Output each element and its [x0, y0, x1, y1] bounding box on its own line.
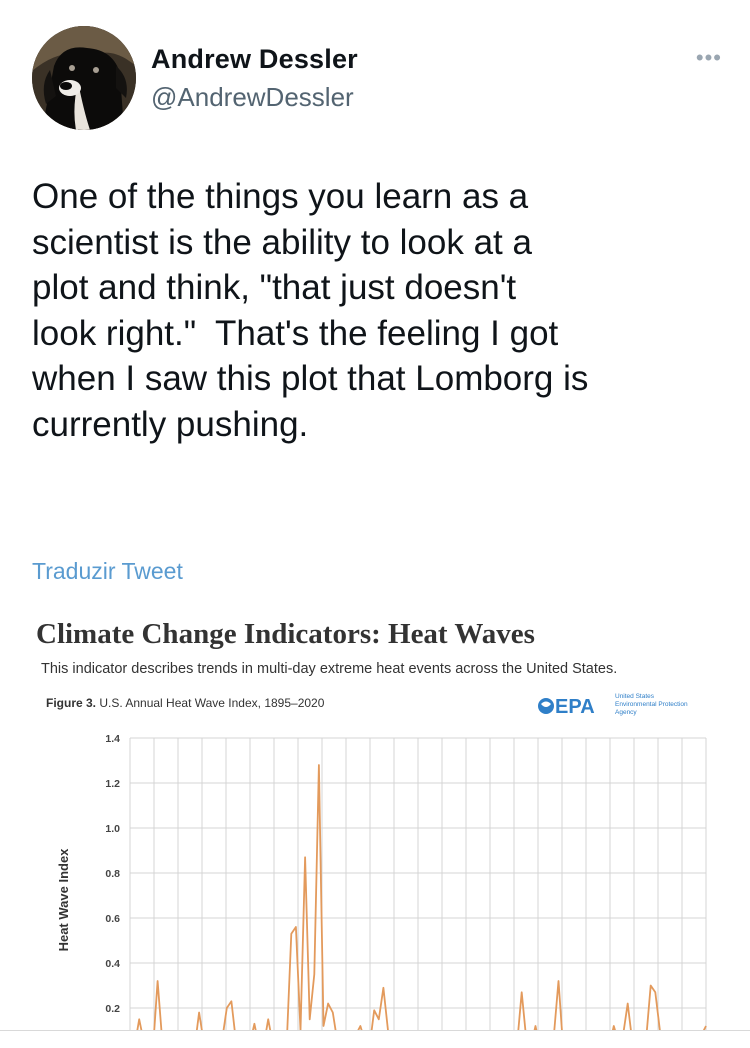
more-options-icon[interactable]: •••: [695, 45, 722, 70]
avatar[interactable]: [32, 26, 136, 130]
figure-caption: Figure 3. U.S. Annual Heat Wave Index, 1…: [46, 696, 325, 710]
figure-caption-label: Figure 3.: [46, 696, 96, 710]
chart-series: [136, 764, 707, 1030]
translate-tweet-link[interactable]: Traduzir Tweet: [32, 558, 183, 584]
figure-subtitle: This indicator describes trends in multi…: [41, 661, 617, 677]
y-tick-label: 0.4: [105, 958, 120, 970]
epa-logo-subtext-2: Environmental Protection: [615, 701, 688, 708]
epa-logo-subtext-1: United States: [615, 693, 655, 700]
y-tick-label: 1.0: [105, 823, 120, 835]
y-axis-ticks: 0.2 0.4 0.6 0.8 1.0 1.2 1.4: [105, 733, 120, 1015]
figure-caption-text: U.S. Annual Heat Wave Index, 1895–2020: [96, 696, 325, 710]
author-name[interactable]: Andrew Dessler: [151, 44, 358, 74]
y-tick-label: 0.8: [105, 868, 120, 880]
y-tick-label: 0.2: [105, 1003, 120, 1015]
dog-avatar-image: [32, 26, 136, 130]
epa-logo-subtext-3: Agency: [615, 709, 637, 716]
chart-grid: [129, 737, 707, 1030]
tweet-text: One of the things you learn as a scienti…: [32, 177, 589, 444]
epa-logo-text: EPA: [555, 696, 595, 718]
y-axis-label: Heat Wave Index: [56, 848, 71, 952]
y-tick-label: 0.6: [105, 913, 120, 925]
tweet-header: Andrew Dessler @AndrewDessler •••: [32, 26, 722, 130]
y-tick-label: 1.2: [105, 778, 120, 790]
heat-wave-figure: Climate Change Indicators: Heat Waves Th…: [36, 618, 707, 1030]
divider: [0, 1030, 750, 1031]
heat-wave-index-line: [136, 764, 707, 1030]
y-tick-label: 1.4: [105, 733, 120, 745]
epa-logo: EPA United States Environmental Protecti…: [538, 693, 688, 718]
tweet-media-image[interactable]: Climate Change Indicators: Heat Waves Th…: [28, 600, 728, 1030]
figure-title: Climate Change Indicators: Heat Waves: [36, 618, 535, 650]
author-handle[interactable]: @AndrewDessler: [151, 82, 354, 112]
